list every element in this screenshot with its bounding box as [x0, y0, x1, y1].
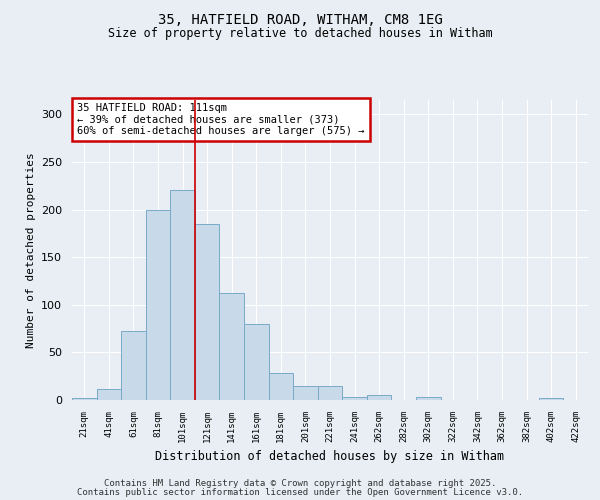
Bar — [293, 386, 318, 400]
Text: Contains HM Land Registry data © Crown copyright and database right 2025.: Contains HM Land Registry data © Crown c… — [104, 478, 496, 488]
Bar — [539, 398, 563, 400]
Text: Size of property relative to detached houses in Witham: Size of property relative to detached ho… — [107, 28, 493, 40]
Bar — [269, 374, 293, 400]
Text: Contains public sector information licensed under the Open Government Licence v3: Contains public sector information licen… — [77, 488, 523, 497]
Bar — [121, 332, 146, 400]
Text: 35, HATFIELD ROAD, WITHAM, CM8 1EG: 35, HATFIELD ROAD, WITHAM, CM8 1EG — [158, 12, 442, 26]
Bar — [146, 210, 170, 400]
Bar — [416, 397, 440, 400]
Bar — [367, 395, 391, 400]
Bar — [342, 397, 367, 400]
Bar — [220, 294, 244, 400]
Bar — [318, 386, 342, 400]
Bar — [72, 398, 97, 400]
Y-axis label: Number of detached properties: Number of detached properties — [26, 152, 35, 348]
X-axis label: Distribution of detached houses by size in Witham: Distribution of detached houses by size … — [155, 450, 505, 464]
Bar — [244, 324, 269, 400]
Bar — [195, 224, 220, 400]
Text: 35 HATFIELD ROAD: 111sqm
← 39% of detached houses are smaller (373)
60% of semi-: 35 HATFIELD ROAD: 111sqm ← 39% of detach… — [77, 103, 365, 136]
Bar — [170, 190, 195, 400]
Bar — [97, 388, 121, 400]
